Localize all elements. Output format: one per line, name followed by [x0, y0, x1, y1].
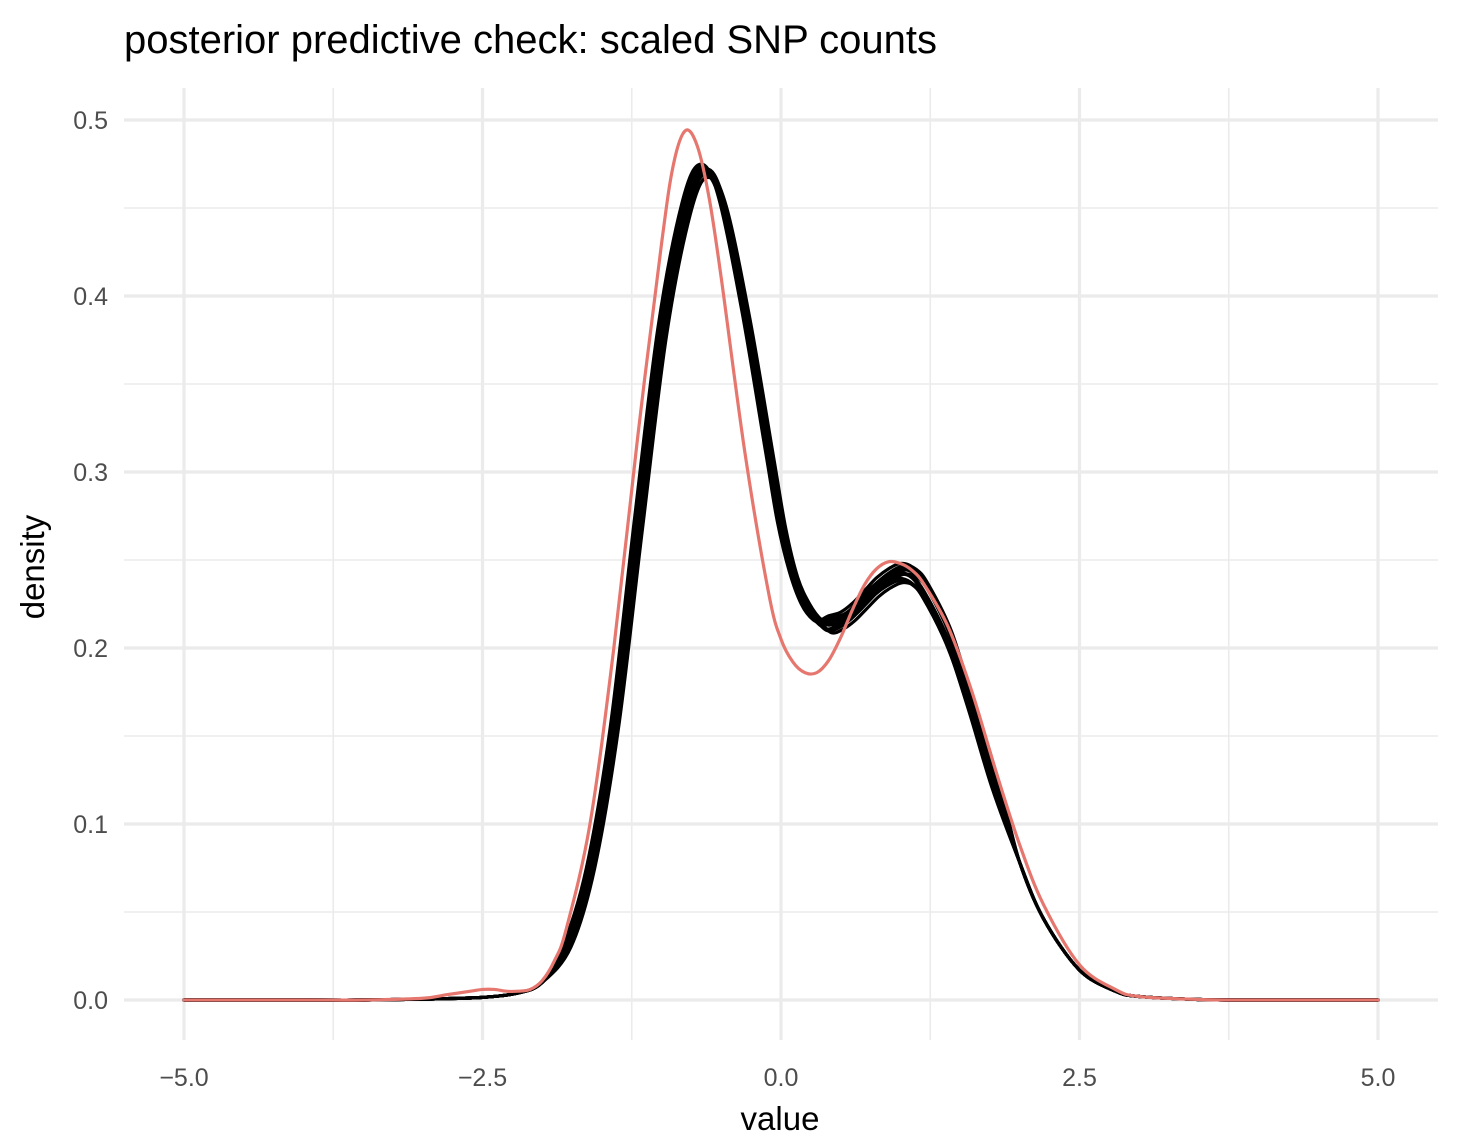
y-tick-label: 0.4 [73, 283, 108, 311]
y-axis-title: density [14, 514, 51, 619]
x-tick-label: −2.5 [458, 1064, 507, 1092]
x-tick-label: −5.0 [159, 1064, 208, 1092]
observed-line-group [182, 128, 1380, 1002]
y-tick-labels: 0.0 0.1 0.2 0.3 0.4 0.5 [73, 107, 108, 1015]
x-axis-title: value [741, 1100, 820, 1137]
y-tick-label: 0.5 [73, 107, 108, 135]
chart-title: posterior predictive check: scaled SNP c… [124, 18, 937, 62]
y-tick-label: 0.0 [73, 987, 108, 1015]
x-tick-label: 0.0 [764, 1064, 799, 1092]
observed-density-line [182, 128, 1380, 1002]
y-tick-label: 0.3 [73, 459, 108, 487]
x-tick-labels: −5.0 −2.5 0.0 2.5 5.0 [159, 1064, 1395, 1092]
replicate-density-line [182, 172, 1380, 1002]
x-tick-label: 2.5 [1062, 1064, 1097, 1092]
y-tick-label: 0.1 [73, 811, 108, 839]
replicate-lines [182, 162, 1380, 1002]
grid-major [124, 88, 1438, 1040]
x-tick-label: 5.0 [1361, 1064, 1396, 1092]
y-tick-label: 0.2 [73, 635, 108, 663]
